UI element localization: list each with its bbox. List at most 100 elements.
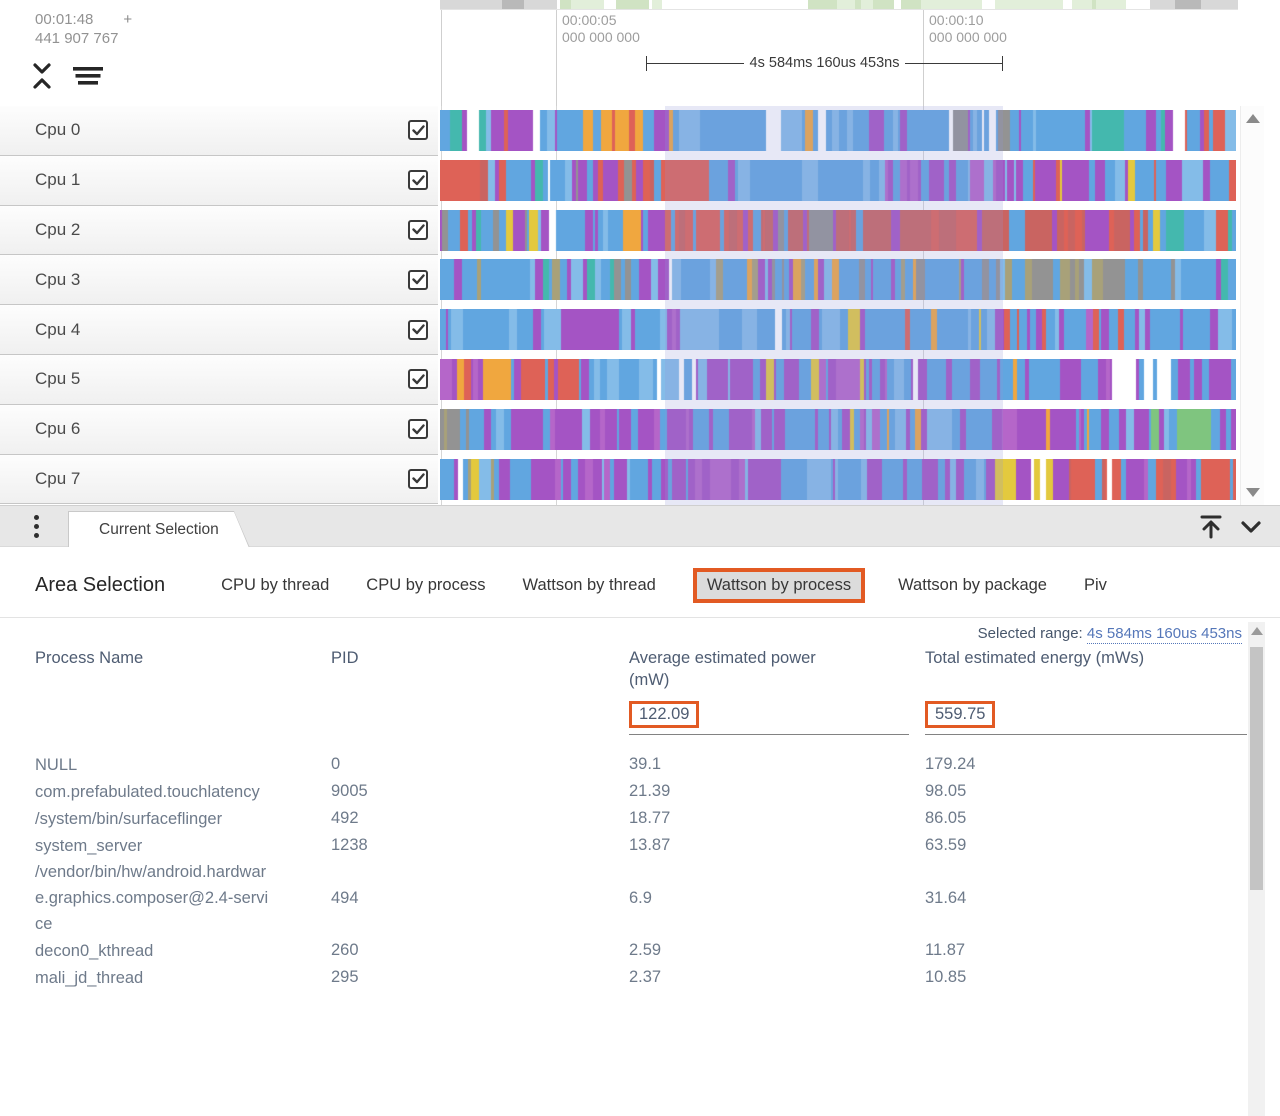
area-tab-piv[interactable]: Piv xyxy=(1083,576,1107,594)
area-tab-wattson-by-thread[interactable]: Wattson by thread xyxy=(522,576,656,594)
table-header-row: Process Name PID Average estimated power… xyxy=(35,647,1247,691)
table-row[interactable]: /system/bin/surfaceflinger 492 18.77 86.05 xyxy=(35,805,1247,832)
col-total-energy[interactable]: Total estimated energy (mWs) xyxy=(925,649,1145,667)
cpu-slices-canvas[interactable] xyxy=(440,358,1236,400)
cpu-track-row: Cpu 1 xyxy=(0,155,1280,206)
selection-duration-bracket: 4s 584ms 160us 453ns xyxy=(646,50,1003,76)
selection-duration-text: 4s 584ms 160us 453ns xyxy=(749,55,900,71)
track-label: Cpu 2 xyxy=(35,219,81,239)
collapse-tracks-icon[interactable] xyxy=(30,62,54,95)
cell-pid: 260 xyxy=(331,941,359,959)
cell-process-name: NULL xyxy=(35,755,78,774)
area-tab-cpu-by-thread[interactable]: CPU by thread xyxy=(221,576,330,594)
table-row[interactable]: decon0_kthread 260 2.59 11.87 xyxy=(35,937,1247,964)
table-row[interactable]: system_server 1238 13.87 63.59 xyxy=(35,832,1247,859)
cursor-time: 00:01:48 xyxy=(35,11,94,28)
ruler-gridline xyxy=(556,10,557,106)
cell-pid: 0 xyxy=(331,755,341,773)
cell-avg-power: 6.9 xyxy=(629,888,652,907)
cell-avg-power: 21.39 xyxy=(629,782,671,800)
wattson-process-table: Process Name PID Average estimated power… xyxy=(35,647,1247,991)
col-avg-power[interactable]: Average estimated power (mW) xyxy=(629,649,816,689)
track-label-panel[interactable]: Cpu 1 xyxy=(0,155,438,206)
table-body: NULL 0 39.1 179.24 com.prefabulated.touchlat… xyxy=(35,751,1247,991)
scroll-up-icon[interactable] xyxy=(1245,114,1260,123)
track-label-panel[interactable]: Cpu 4 xyxy=(0,305,438,355)
area-tab-wattson-by-process[interactable]: Wattson by process xyxy=(692,568,866,603)
cell-process-name: /vendor/bin/hw/android.hardware.graphics… xyxy=(35,863,269,933)
cpu-slices-canvas[interactable] xyxy=(440,408,1236,450)
track-checkbox[interactable] xyxy=(408,219,428,240)
track-label-panel[interactable]: Cpu 7 xyxy=(0,454,438,505)
area-tab-wattson-by-package[interactable]: Wattson by package xyxy=(898,576,1047,594)
track-label-panel[interactable]: Cpu 6 xyxy=(0,404,438,455)
cpu-tracks-section: Cpu 0 Cpu 1 Cpu 2 Cpu 3 Cpu 4 Cpu 5 Cpu 6 Cpu 7 xyxy=(0,106,1280,505)
scroll-up-icon[interactable] xyxy=(1250,627,1263,635)
cell-avg-power: 13.87 xyxy=(629,836,671,854)
track-checkbox[interactable] xyxy=(408,120,428,141)
cpu-slices-canvas[interactable] xyxy=(440,209,1236,251)
cell-total-energy: 63.59 xyxy=(925,836,967,854)
trace-overview-minimap[interactable] xyxy=(440,0,1238,10)
cell-avg-power: 2.59 xyxy=(629,941,662,959)
cell-total-energy: 11.87 xyxy=(925,941,966,959)
ruler-marker-0: 00:00:05 000 000 000 xyxy=(562,12,640,45)
cell-process-name: /system/bin/surfaceflinger xyxy=(35,809,223,828)
track-checkbox[interactable] xyxy=(408,468,428,489)
col-pid[interactable]: PID xyxy=(331,649,359,667)
cpu-slices-canvas[interactable] xyxy=(440,309,1236,351)
track-label-panel[interactable]: Cpu 5 xyxy=(0,354,438,405)
bottom-panel-tabstrip: Current Selection xyxy=(0,505,1280,547)
cpu-slices-canvas[interactable] xyxy=(440,259,1236,301)
cell-avg-power: 2.37 xyxy=(629,968,662,986)
area-selection-tabs: Area Selection CPU by thread CPU by proce… xyxy=(35,568,1255,603)
cell-pid: 492 xyxy=(331,809,359,827)
cpu-track-row: Cpu 2 xyxy=(0,205,1280,256)
track-label-panel[interactable]: Cpu 2 xyxy=(0,205,438,256)
table-row[interactable]: com.prefabulated.touchlatency 9005 21.39 98… xyxy=(35,778,1247,805)
track-checkbox[interactable] xyxy=(408,170,428,191)
table-row[interactable]: /vendor/bin/hw/android.hardware.graphics… xyxy=(35,859,1247,937)
track-checkbox[interactable] xyxy=(408,269,428,290)
table-row[interactable]: NULL 0 39.1 179.24 xyxy=(35,751,1247,778)
tab-current-selection-label: Current Selection xyxy=(99,521,219,538)
expand-panel-icon[interactable] xyxy=(1197,513,1224,545)
cell-pid: 9005 xyxy=(331,782,368,800)
summary-energy-value: 559.75 xyxy=(925,701,996,728)
cell-process-name: mali_jd_thread xyxy=(35,968,144,987)
ruler-gridline xyxy=(441,10,442,106)
col-process-name[interactable]: Process Name xyxy=(35,649,144,667)
selected-range-value-link[interactable]: 4s 584ms 160us 453ns xyxy=(1086,625,1242,644)
cpu-slices-canvas[interactable] xyxy=(440,159,1236,201)
cpu-track-row: Cpu 6 xyxy=(0,404,1280,455)
scroll-down-icon[interactable] xyxy=(1246,488,1260,497)
cell-total-energy: 98.05 xyxy=(925,782,967,800)
cell-pid: 1238 xyxy=(331,836,368,854)
track-checkbox[interactable] xyxy=(408,319,428,340)
detail-scrollbar[interactable] xyxy=(1248,622,1265,1116)
track-label-panel[interactable]: Cpu 0 xyxy=(0,106,438,156)
panel-menu-icon[interactable] xyxy=(34,515,39,538)
selected-range-label: Selected range: xyxy=(977,625,1083,642)
track-checkbox[interactable] xyxy=(408,369,428,390)
track-label: Cpu 0 xyxy=(35,120,81,140)
tab-current-selection[interactable]: Current Selection xyxy=(68,511,250,548)
cell-process-name: com.prefabulated.touchlatency xyxy=(35,782,260,801)
ruler-gridline xyxy=(923,10,924,106)
area-tab-cpu-by-process[interactable]: CPU by process xyxy=(366,576,486,594)
cpu-track-row: Cpu 3 xyxy=(0,255,1280,306)
collapse-panel-chevron-icon[interactable] xyxy=(1238,514,1264,545)
tracks-scrollbar[interactable] xyxy=(1240,106,1264,505)
table-row[interactable]: mali_jd_thread 295 2.37 10.85 xyxy=(35,964,1247,991)
track-label-panel[interactable]: Cpu 3 xyxy=(0,255,438,306)
cursor-plus: + xyxy=(123,11,133,28)
scrollbar-thumb[interactable] xyxy=(1250,647,1263,890)
track-checkbox[interactable] xyxy=(408,419,428,440)
panel-title: Area Selection xyxy=(35,574,166,596)
cpu-slices-canvas[interactable] xyxy=(440,458,1236,500)
cpu-track-row: Cpu 5 xyxy=(0,354,1280,405)
cpu-slices-canvas[interactable] xyxy=(440,110,1236,151)
current-selection-panel: Area Selection CPU by thread CPU by proce… xyxy=(0,547,1280,1116)
track-filter-lines-icon[interactable] xyxy=(72,63,104,94)
